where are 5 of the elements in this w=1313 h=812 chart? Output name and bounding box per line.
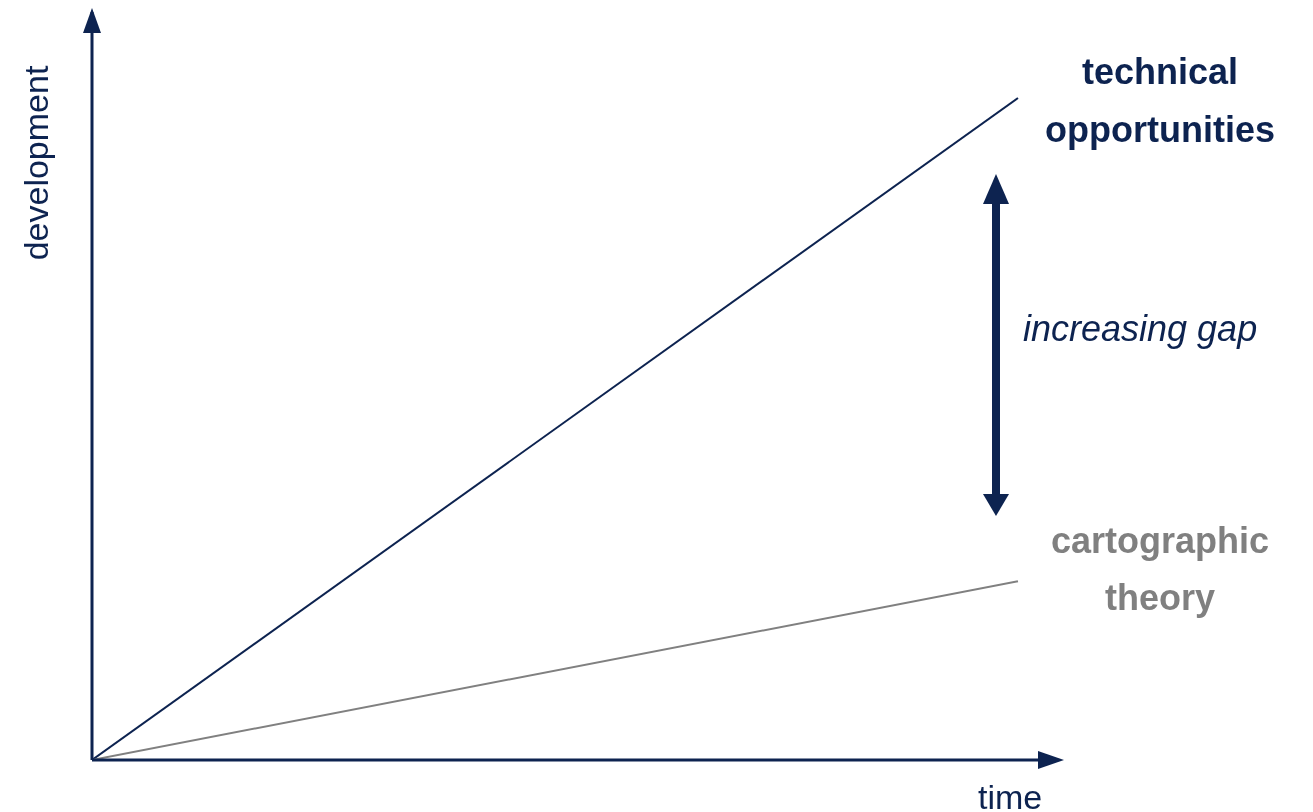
series-label: cartographic theory xyxy=(1050,520,1269,619)
y-axis-title: development xyxy=(16,65,56,261)
annotation: increasing gap xyxy=(1023,308,1258,350)
series-label: technical opportunities xyxy=(1044,51,1275,151)
x-axis-title: time xyxy=(978,778,1043,812)
